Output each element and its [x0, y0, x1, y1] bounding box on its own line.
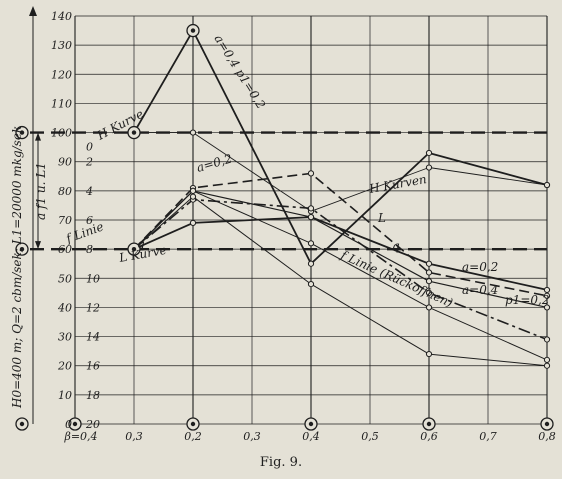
- figure-caption: Fig. 9.: [260, 455, 302, 470]
- dimension-arrow-top: [35, 132, 41, 141]
- x-tick-label: β=0,4: [63, 430, 97, 443]
- x-tick-label: 0,3: [125, 430, 143, 443]
- chart-grid: [29, 6, 548, 425]
- y-tick-label: 10: [58, 389, 72, 402]
- data-point: [425, 304, 433, 311]
- annotation-a04-right: a=0,4: [462, 283, 498, 297]
- data-point: [307, 260, 315, 267]
- data-point: [307, 281, 315, 288]
- y-tick-label: 80: [58, 185, 72, 198]
- x-tick-label: 0,6: [420, 430, 438, 443]
- data-point: [543, 356, 551, 363]
- inner-scale-label: 16: [86, 360, 100, 373]
- inner-scale-label: 10: [86, 272, 100, 285]
- x-tick-label: 0,5: [361, 430, 379, 443]
- ring-marker-center: [131, 130, 137, 135]
- annotation-a02-upper: a=0,2: [195, 151, 234, 174]
- data-point: [307, 205, 315, 212]
- ring-marker-center: [19, 130, 25, 135]
- series-line-6: [133, 216, 548, 291]
- data-point: [543, 286, 551, 294]
- ring-marker-center: [426, 421, 432, 427]
- annotation-q-left: q: [137, 237, 145, 251]
- ring-marker-center: [19, 421, 25, 427]
- y-tick-label: 60: [58, 243, 72, 256]
- y-tick-label: 70: [58, 214, 72, 227]
- inner-scale-label: 12: [86, 301, 100, 314]
- inner-scale-label: 4: [85, 185, 93, 198]
- annotation-q-right: q: [392, 239, 400, 253]
- ring-marker-center: [131, 246, 137, 252]
- outer-axis-arrow: [29, 6, 37, 16]
- x-tick-label: 0,8: [538, 430, 556, 443]
- data-point: [189, 193, 197, 200]
- inner-scale-label: 14: [86, 331, 100, 344]
- data-point: [425, 164, 433, 171]
- inner-scale-label: 2: [85, 156, 93, 169]
- y-tick-label: 40: [57, 301, 72, 314]
- data-point: [425, 289, 433, 296]
- data-point: [543, 336, 551, 343]
- data-point: [543, 304, 551, 311]
- y-tick-label: 120: [51, 68, 72, 81]
- inner-scale-label: 0: [86, 141, 93, 154]
- y-tick-label: 0: [65, 418, 72, 431]
- x-tick-label: 0,4: [302, 430, 320, 443]
- inner-scale-label: 8: [86, 243, 93, 256]
- y-tick-label: 140: [51, 10, 72, 23]
- data-point: [543, 292, 551, 299]
- ring-marker-center: [190, 421, 196, 427]
- annotation-l: L: [377, 211, 386, 225]
- data-point: [307, 213, 315, 221]
- data-point: [425, 278, 433, 285]
- y-tick-label: 30: [58, 331, 72, 344]
- y-tick-label: 50: [58, 272, 72, 285]
- data-point: [543, 181, 551, 189]
- y-tick-label: 90: [58, 156, 72, 169]
- inner-scale-label: 20: [85, 418, 100, 431]
- data-point: [189, 187, 197, 194]
- data-point: [307, 170, 315, 177]
- inner-scale-label: 6: [86, 214, 93, 227]
- y-tick-label: 20: [57, 360, 72, 373]
- data-point: [425, 149, 433, 157]
- dimension-label: a f1 u. L1: [34, 162, 48, 220]
- y-tick-label: 110: [51, 97, 72, 110]
- data-point: [425, 260, 433, 267]
- data-point: [307, 240, 315, 247]
- data-point: [425, 269, 433, 276]
- data-point: [189, 219, 197, 227]
- y-tick-label: 100: [51, 127, 72, 140]
- y-axis-vertical-label: H0=400 m; Q=2 cbm/sek; L1=20000 mkg/sek: [10, 126, 24, 409]
- dimension-arrow-bottom: [35, 241, 41, 250]
- y-tick-label: 130: [51, 39, 72, 52]
- annotation-a02-right: a=0,2: [462, 260, 498, 274]
- ring-marker-center: [19, 246, 25, 252]
- ring-marker-center: [190, 28, 196, 33]
- annotation-a04-p02: a=0,4 p1=0,2: [211, 32, 268, 111]
- annotation-p1-02: p1=0,2: [505, 293, 549, 307]
- data-point: [543, 362, 551, 369]
- annotation-h-kurven: H Kurven: [367, 172, 428, 196]
- data-point: [189, 129, 197, 136]
- data-point: [425, 350, 433, 358]
- series-layer: [15, 23, 554, 431]
- x-tick-label: 0,3: [243, 430, 261, 443]
- ring-marker-center: [308, 421, 314, 427]
- inner-scale-label: 18: [86, 389, 100, 402]
- x-tick-label: 0,7: [479, 430, 497, 443]
- ring-marker-center: [544, 421, 550, 427]
- x-tick-label: 0,2: [184, 430, 202, 443]
- ring-marker-center: [72, 421, 78, 427]
- annotation-f-linie-rueckoffnen: f Linie (Rückoffnen): [338, 248, 455, 311]
- annotation-l-kurve: L Kurve: [117, 243, 168, 265]
